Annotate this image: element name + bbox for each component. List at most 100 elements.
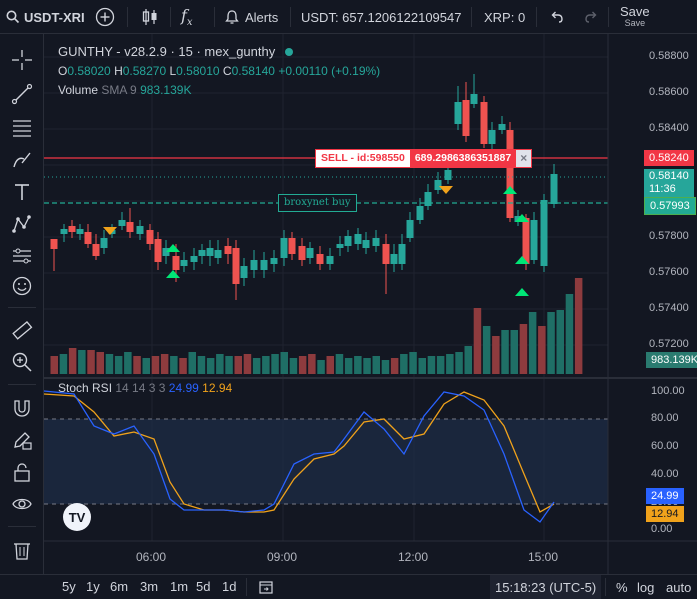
volume-bar: [547, 312, 555, 374]
range-button-5y[interactable]: 5y: [62, 579, 76, 594]
forecast-tool[interactable]: [8, 242, 36, 270]
candle: [316, 246, 324, 270]
volume-bar: [262, 356, 270, 374]
volume-bar: [372, 356, 380, 374]
volume-bar: [280, 352, 288, 374]
stoch-rsi-band: [44, 419, 608, 504]
symbol-search[interactable]: USDT-XRI: [6, 0, 85, 34]
price-axis[interactable]: 0.58800 0.58600 0.58400 0.57800 0.57600 0.574…: [608, 34, 697, 378]
alerts-button[interactable]: Alerts: [224, 0, 278, 34]
indicators-button[interactable]: fx: [181, 0, 193, 34]
volume-bar: [243, 354, 252, 374]
log-toggle[interactable]: log: [637, 575, 654, 599]
volume-bar: [528, 312, 537, 374]
low-value: 0.58010: [176, 64, 220, 78]
time-axis-label: 12:00: [398, 550, 429, 564]
candle: [540, 194, 548, 272]
volume-bar: [565, 294, 574, 374]
candle: [240, 258, 248, 286]
price-axis-label: 0.57600: [649, 266, 689, 278]
ruler-tool[interactable]: [8, 316, 36, 344]
volume-legend: Volume SMA 9 983.139K: [58, 83, 191, 97]
tradingview-logo[interactable]: TV: [63, 503, 91, 531]
crosshair-tool[interactable]: [8, 46, 36, 74]
volume-bar: [354, 356, 362, 374]
volume-bar: [308, 354, 316, 374]
volume-bar: [326, 356, 334, 374]
undo-button[interactable]: [549, 0, 565, 34]
magnet-tool[interactable]: [8, 394, 36, 422]
trash-icon: [14, 543, 30, 560]
buy-price-tag: 0.57993: [644, 197, 696, 215]
brush-tool[interactable]: [8, 146, 36, 174]
price-axis-label: 0.57800: [649, 230, 689, 242]
volume-bar: [538, 326, 546, 374]
volume-bar: [225, 356, 233, 374]
pattern-tool[interactable]: [8, 210, 36, 238]
zoom-icon: [12, 352, 32, 372]
remove-drawings-tool[interactable]: [8, 536, 36, 564]
candle: [344, 230, 352, 252]
candle: [416, 198, 424, 224]
sell-order-qty: 689.2986386351887: [409, 150, 517, 167]
close-icon[interactable]: ×: [516, 150, 532, 167]
trendline-tool[interactable]: [8, 80, 36, 108]
sell-signal-arrow: [439, 186, 453, 194]
stoch-rsi-axis-label: 100.00: [651, 385, 685, 397]
open-label: O: [58, 64, 68, 78]
percent-toggle[interactable]: %: [616, 575, 628, 599]
range-button-6m[interactable]: 6m: [110, 579, 129, 594]
candle: [224, 238, 232, 264]
save-button[interactable]: Save Save: [620, 0, 650, 34]
range-button-3m[interactable]: 3m: [140, 579, 159, 594]
candle: [190, 248, 198, 270]
drawing-toolbar: [0, 34, 44, 599]
buy-signal-arrow: [515, 214, 529, 222]
stoch-rsi-axis-label: 0.00: [651, 523, 673, 535]
range-button-5d[interactable]: 5d: [196, 579, 211, 594]
candle: [92, 234, 100, 260]
sell-order-label[interactable]: SELL - id:598550 689.2986386351887 ×: [315, 149, 533, 168]
candle: [146, 224, 154, 250]
chart-type-button[interactable]: [141, 0, 159, 34]
price-chart[interactable]: TV: [44, 34, 697, 574]
compare-button[interactable]: [95, 0, 115, 34]
candle: [372, 230, 380, 252]
stoch-rsi-k-tag: 24.99: [646, 488, 684, 504]
timezone-clock[interactable]: 15:18:23 (UTC-5): [490, 575, 602, 599]
candle: [260, 252, 268, 278]
time-axis[interactable]: 06:00 09:00 12:00 15:00: [44, 541, 608, 574]
lock-tool[interactable]: [8, 458, 36, 486]
emoji-tool[interactable]: [8, 272, 36, 300]
time-axis-label: 09:00: [267, 550, 298, 564]
buy-order-label[interactable]: broxynet buy: [278, 194, 357, 212]
hide-tool[interactable]: [8, 490, 36, 518]
volume-bar: [519, 324, 528, 374]
text-tool[interactable]: [8, 178, 36, 206]
volume-bar: [510, 330, 518, 374]
auto-toggle[interactable]: auto: [666, 575, 691, 599]
candle: [270, 250, 278, 272]
candle: [470, 74, 478, 108]
alarm-icon: [225, 10, 239, 24]
goto-date-button[interactable]: [258, 575, 274, 599]
redo-button[interactable]: [583, 0, 599, 34]
zoom-tool[interactable]: [8, 348, 36, 376]
chart-area[interactable]: TV GUNTHY - v28.2.9 · 15 · mex_gunthy O0…: [44, 34, 697, 574]
price-axis-label: 0.58400: [649, 122, 689, 134]
candle: [136, 220, 144, 240]
balance-xrp: XRP: 0: [484, 0, 525, 34]
range-button-1d[interactable]: 1d: [222, 579, 237, 594]
candle: [50, 239, 58, 271]
range-button-1m[interactable]: 1m: [170, 579, 189, 594]
range-button-1y[interactable]: 1y: [86, 579, 100, 594]
volume-bar: [50, 356, 58, 374]
volume-bar: [298, 356, 307, 374]
fib-tool[interactable]: [8, 114, 36, 142]
volume-bar: [78, 350, 86, 374]
stay-drawing-tool[interactable]: [8, 426, 36, 454]
buy-signal-arrow: [515, 256, 529, 264]
bottom-toolbar: 5y 1y 6m 3m 1m 5d 1d 15:18:23 (UTC-5) % log au…: [0, 574, 697, 599]
lock-pencil-icon: [14, 432, 32, 450]
